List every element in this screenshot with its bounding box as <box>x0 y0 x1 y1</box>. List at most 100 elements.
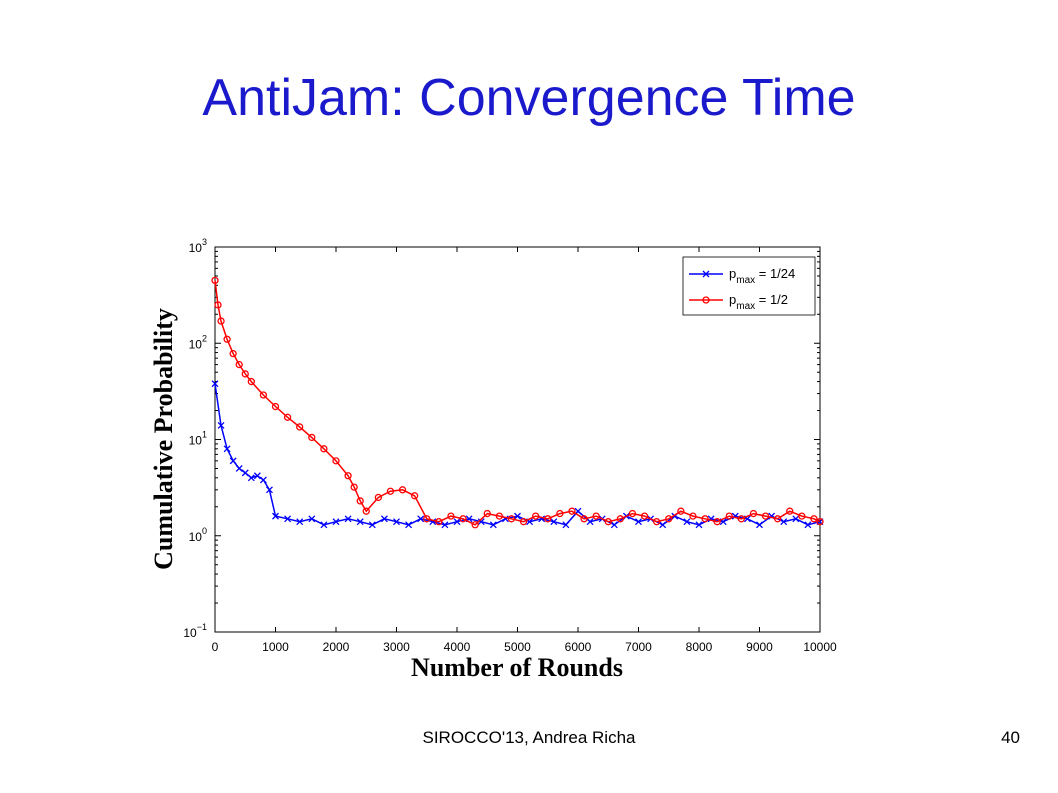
data-point <box>247 474 255 482</box>
data-point <box>683 518 691 526</box>
data-point <box>332 518 340 526</box>
data-point <box>471 521 479 529</box>
data-point <box>356 518 364 526</box>
data-point <box>798 512 806 520</box>
data-point <box>447 512 455 520</box>
data-point <box>786 507 794 515</box>
footer-text: SIROCCO'13, Andrea Richa <box>422 728 636 747</box>
data-point <box>483 509 491 518</box>
data-point <box>386 487 395 495</box>
data-point <box>580 515 588 523</box>
data-point <box>344 472 352 480</box>
x-tick-label: 8000 <box>686 640 713 654</box>
data-point <box>223 445 231 453</box>
page-number: 40 <box>1001 728 1020 747</box>
y-tick-label: 101 <box>189 430 207 448</box>
data-point <box>296 518 304 526</box>
series-line-2 <box>214 280 821 526</box>
data-point <box>774 515 782 523</box>
y-tick-label: 103 <box>189 237 207 255</box>
x-tick-label: 1000 <box>262 640 289 654</box>
data-point <box>816 518 824 526</box>
data-point <box>235 465 243 472</box>
x-axis-label: Number of Rounds <box>411 653 623 682</box>
data-point <box>435 518 443 526</box>
data-point <box>320 521 328 529</box>
data-point <box>489 521 497 529</box>
data-point <box>229 349 237 358</box>
data-point <box>271 402 280 411</box>
data-point <box>283 413 292 421</box>
data-point <box>586 518 594 526</box>
data-point <box>417 515 425 523</box>
data-point <box>604 518 612 526</box>
data-point <box>284 515 292 523</box>
data-point <box>761 512 770 520</box>
data-point <box>241 370 249 378</box>
data-point <box>659 521 667 529</box>
x-tick-label: 9000 <box>746 640 773 654</box>
data-point <box>507 515 516 523</box>
data-point <box>477 518 485 526</box>
data-point <box>308 515 316 523</box>
legend-marker <box>702 296 710 304</box>
x-tick-label: 3000 <box>383 640 410 654</box>
legend-box <box>682 256 816 316</box>
data-point <box>272 512 279 520</box>
data-point <box>223 335 231 343</box>
data-point <box>441 521 449 529</box>
data-point <box>247 377 255 386</box>
data-point <box>344 515 352 523</box>
data-point <box>725 512 733 520</box>
data-point <box>804 521 812 529</box>
data-point <box>713 518 721 526</box>
data-point <box>550 518 558 526</box>
data-point <box>689 512 697 520</box>
data-point <box>665 515 673 523</box>
x-tick-label: 2000 <box>323 640 350 654</box>
data-point <box>531 512 540 520</box>
x-tick-label: 5000 <box>504 640 531 654</box>
data-point <box>810 515 818 523</box>
data-point <box>265 486 273 494</box>
data-point <box>519 518 528 526</box>
data-point <box>368 521 376 529</box>
data-point <box>380 515 388 523</box>
data-point <box>640 512 649 520</box>
data-point <box>214 301 222 309</box>
data-point <box>296 423 304 431</box>
data-point <box>792 515 800 523</box>
data-point <box>495 512 504 520</box>
data-point <box>701 515 709 523</box>
chart: 0 1000 2000 3000 4000 5000 6000 7000 8000 9000 100… <box>149 237 837 682</box>
legend-label: pmax = 1/24 <box>729 266 795 286</box>
data-point <box>362 507 370 515</box>
data-point <box>453 518 461 526</box>
data-point <box>568 507 576 515</box>
data-point <box>514 512 521 520</box>
x-tick-label: 7000 <box>625 640 652 654</box>
legend-marker <box>702 270 710 278</box>
data-point <box>211 276 219 285</box>
data-point <box>332 457 340 465</box>
data-point <box>749 509 758 518</box>
data-point <box>592 512 600 520</box>
data-point <box>259 476 267 484</box>
y-tick-label: 10−1 <box>183 622 207 640</box>
data-point <box>229 457 237 465</box>
data-point <box>374 493 383 502</box>
data-point <box>410 492 419 500</box>
data-point <box>610 521 618 529</box>
data-point <box>356 497 364 505</box>
slide-title: AntiJam: Convergence Time <box>202 69 856 127</box>
data-point <box>253 472 261 480</box>
data-point <box>616 515 625 523</box>
data-point <box>544 515 552 523</box>
data-point <box>217 317 225 325</box>
data-point <box>241 469 249 477</box>
data-point <box>405 521 413 529</box>
data-point <box>695 521 703 529</box>
data-point <box>235 360 243 369</box>
data-point <box>211 380 219 388</box>
data-point <box>320 445 328 453</box>
